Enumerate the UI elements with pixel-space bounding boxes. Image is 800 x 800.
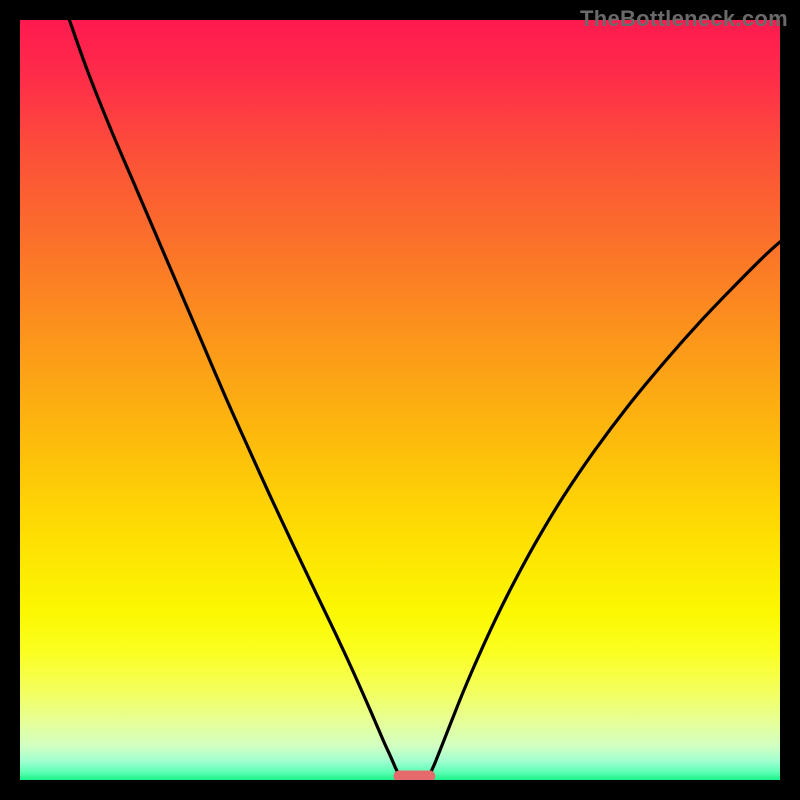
bottleneck-chart-svg bbox=[0, 0, 800, 800]
chart-container: TheBottleneck.com bbox=[0, 0, 800, 800]
plot-area bbox=[20, 20, 780, 780]
source-watermark: TheBottleneck.com bbox=[580, 6, 788, 32]
